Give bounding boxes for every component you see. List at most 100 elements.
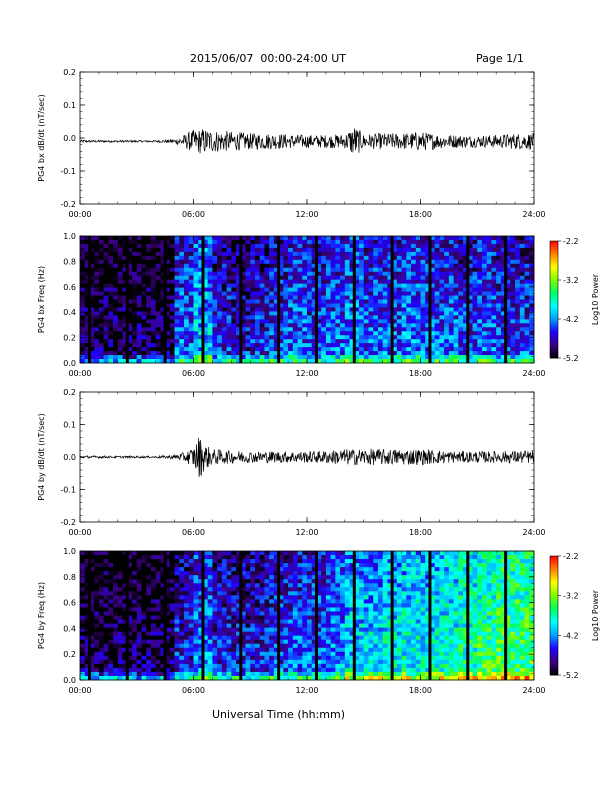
by-spectrogram-cell xyxy=(231,631,237,637)
by-spectrogram-cell xyxy=(226,599,232,604)
bx-spectrogram-cell xyxy=(184,291,190,296)
bx-spectrogram-cell xyxy=(307,299,313,304)
by-spectrogram-cell xyxy=(264,619,270,624)
by-spectrogram-cell xyxy=(122,559,128,564)
bx-spectrogram-cell xyxy=(269,283,275,288)
bx-spectrogram-cell xyxy=(505,275,511,281)
bx-spectrogram-cell xyxy=(373,351,379,356)
by-spectrogram-cell xyxy=(127,563,133,568)
bx-spectrogram-cell xyxy=(354,343,360,348)
bx-spectrogram-cell xyxy=(325,275,332,281)
bx-spectrogram-cell xyxy=(330,299,336,304)
by-spectrogram-cell xyxy=(127,675,133,681)
bx-spectrogram-cell xyxy=(264,315,270,320)
bx-spectrogram-cell xyxy=(132,279,138,285)
bx-spectrogram-cell xyxy=(387,335,393,340)
bx-spectrogram-data-gap xyxy=(504,236,508,363)
bx-spectrogram-cell xyxy=(122,259,128,265)
bx-spectrogram-cell xyxy=(510,295,516,300)
by-spectrogram-cell xyxy=(136,675,142,681)
by-spectrogram-cell xyxy=(146,551,152,556)
by-spectrogram-cell xyxy=(113,631,119,637)
by-spectrogram-cell xyxy=(136,643,142,649)
bx-spectrogram-cell xyxy=(524,307,530,312)
bx-spectrogram-cell xyxy=(330,283,336,288)
bx-spectrogram-cell xyxy=(136,251,142,257)
bx-spectrogram-cell xyxy=(184,327,190,332)
bx-spectrogram-cell xyxy=(207,347,213,352)
by-spectrogram-cell xyxy=(94,619,100,624)
bx-spectrogram-cell xyxy=(321,359,327,364)
bx-spectrogram-cell xyxy=(302,255,308,261)
bx-spectrogram-cell xyxy=(505,255,511,261)
bx-spectrogram-cell xyxy=(500,311,507,316)
by-spectrogram-cell xyxy=(198,627,204,633)
by-spectrogram-cell xyxy=(127,631,133,637)
by-spectrogram-cell xyxy=(188,643,194,649)
bx-spectrogram-cell xyxy=(382,331,388,336)
bx-spectrogram-cell xyxy=(250,315,256,320)
bx-spectrogram-cell xyxy=(396,287,402,292)
bx-spectrogram-cell xyxy=(411,335,417,340)
bx-spectrogram-cell xyxy=(368,279,374,285)
by-spectrogram-cell xyxy=(250,587,256,592)
bx-spectrogram-cell xyxy=(420,291,426,296)
bx-spectrogram-cell xyxy=(477,267,483,273)
bx-spectrogram-cell xyxy=(411,271,417,277)
bx-spectrogram-cell xyxy=(500,295,507,300)
by-spectrogram-cell xyxy=(84,607,90,612)
bx-spectrogram-cell xyxy=(354,355,360,360)
by-spectrogram-cell xyxy=(264,663,270,669)
bx-spectrogram-cell xyxy=(500,259,507,265)
by-spectrogram-cell xyxy=(98,627,105,633)
bx-spectrogram-cell xyxy=(448,251,455,257)
bx-spectrogram-cell xyxy=(330,347,336,352)
bx-spectrogram-cell xyxy=(169,347,175,352)
bx-spectrogram-cell xyxy=(264,255,270,261)
bx-spectrogram-cell xyxy=(302,295,308,300)
bx-spectrogram-cell xyxy=(273,311,280,316)
bx-spectrogram-cell xyxy=(420,259,426,265)
bx-spectrogram-cell xyxy=(273,327,280,332)
bx-spectrogram-cell xyxy=(321,347,327,352)
bx-spectrogram-cell xyxy=(481,303,488,308)
bx-spectrogram-cell xyxy=(108,319,114,324)
bx-spectrogram-cell xyxy=(179,291,185,296)
bx-spectrogram-cell xyxy=(150,323,157,328)
bx-spectrogram-cell xyxy=(387,239,393,245)
bx-spectrogram-cell xyxy=(382,347,388,352)
bx-spectrogram-cell xyxy=(132,327,138,332)
by-spectrogram-cell xyxy=(202,627,209,633)
bx-spectrogram-cell xyxy=(420,275,426,281)
by-spectrogram-cell xyxy=(108,619,114,624)
by-spectrogram-cell xyxy=(264,631,270,637)
bx-spectrogram-cell xyxy=(448,236,455,241)
bx-spectrogram-cell xyxy=(193,311,199,316)
bx-spectrogram-cell xyxy=(415,299,421,304)
bx-spectrogram-cell xyxy=(311,271,317,277)
bx-spectrogram-cell xyxy=(486,287,492,292)
bx-spectrogram-cell xyxy=(169,307,175,312)
by-spectrogram-cell xyxy=(155,555,161,560)
by-spectrogram-cell xyxy=(269,671,275,677)
by-spectrogram-cell xyxy=(288,603,294,608)
bx-spectrogram-cell xyxy=(420,263,426,269)
bx-spectrogram-cell xyxy=(226,347,232,352)
by-spectrogram-cell xyxy=(269,647,275,653)
by-spectrogram-cell xyxy=(240,615,246,620)
bx-spectrogram-cell xyxy=(368,347,374,352)
by-spectrogram-cell xyxy=(155,651,161,657)
by-spectrogram-cell xyxy=(136,631,142,637)
by-spectrogram-cell xyxy=(141,647,147,653)
bx-spectrogram-cell xyxy=(259,299,265,304)
by-spectrogram-cell xyxy=(150,675,157,681)
bx-spectrogram-cell xyxy=(108,259,114,265)
bx-spectrogram-cell xyxy=(212,295,218,300)
bx-spectrogram-cell xyxy=(448,287,455,292)
by-spectrogram-cell xyxy=(288,551,294,556)
bx-spectrogram-cell xyxy=(510,315,516,320)
bx-spectrogram-cell xyxy=(184,251,190,257)
bx-spectrogram-cell xyxy=(89,311,95,316)
by-spectrogram-cell xyxy=(202,647,209,653)
bx-spectrogram-cell xyxy=(477,319,483,324)
